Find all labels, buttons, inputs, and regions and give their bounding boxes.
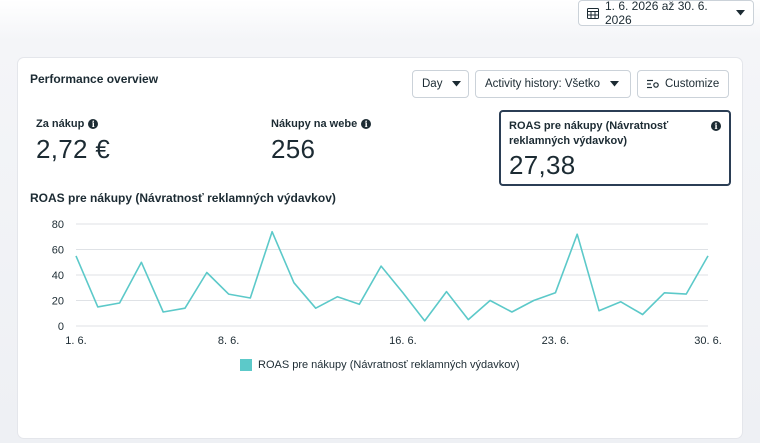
- chart-legend[interactable]: ROAS pre nákupy (Návratnosť reklamných v…: [240, 359, 520, 371]
- activity-history-dropdown[interactable]: Activity history: Všetko: [475, 70, 631, 98]
- data-point: [184, 307, 186, 309]
- data-point: [315, 307, 317, 309]
- granularity-dropdown[interactable]: Day: [412, 70, 469, 98]
- metric-label-wrap: Nákupy na webe i: [271, 118, 471, 130]
- customize-settings-icon: [647, 79, 659, 89]
- data-point: [576, 233, 578, 235]
- data-point: [685, 293, 687, 295]
- x-tick-label: 16. 6.: [389, 335, 417, 347]
- series-line: [75, 230, 709, 322]
- legend-swatch: [240, 359, 252, 371]
- data-point: [118, 302, 120, 304]
- chart-title: ROAS pre nákupy (Návratnosť reklamných v…: [30, 191, 336, 205]
- metric-label: Za nákup: [36, 118, 85, 130]
- data-point: [423, 320, 425, 322]
- metric-label-wrap: Za nákup i: [36, 118, 236, 130]
- data-point: [641, 313, 643, 315]
- data-point: [663, 292, 665, 294]
- customize-button[interactable]: Customize: [637, 70, 729, 98]
- date-range-label: 1. 6. 2026 až 30. 6. 2026: [605, 0, 708, 27]
- data-point: [554, 292, 556, 294]
- data-point: [445, 290, 447, 292]
- metric-label: Nákupy na webe: [271, 118, 358, 130]
- data-point: [227, 293, 229, 295]
- data-point: [358, 303, 360, 305]
- performance-overview-panel: Performance overview Day Activity histor…: [18, 58, 742, 438]
- data-point: [511, 311, 513, 313]
- chevron-down-icon: [610, 81, 620, 87]
- metric-value: 27,38: [509, 150, 576, 180]
- metric-za-nakup[interactable]: Za nákup i 2,72 €: [36, 118, 236, 165]
- chevron-down-icon: [736, 10, 745, 16]
- metric-value: 256: [271, 134, 316, 164]
- panel-title: Performance overview: [30, 72, 159, 86]
- y-tick-label: 40: [52, 270, 64, 282]
- data-point: [598, 310, 600, 312]
- metric-roas-selected[interactable]: ROAS pre nákupy (Návratnosť reklamných v…: [499, 110, 731, 186]
- data-point: [532, 299, 534, 301]
- roas-line-chart: 0 20 40 60 80 1. 6. 8. 6. 16. 6. 23. 6. 30. 6.: [52, 219, 722, 347]
- data-point: [293, 281, 295, 283]
- x-tick-label: 23. 6.: [542, 335, 570, 347]
- customize-label: Customize: [665, 78, 720, 90]
- date-range-picker[interactable]: 1. 6. 2026 až 30. 6. 2026: [578, 0, 754, 27]
- data-point: [75, 255, 77, 257]
- data-point: [467, 318, 469, 320]
- info-icon[interactable]: i: [711, 121, 721, 131]
- data-point: [249, 297, 251, 299]
- data-point: [380, 265, 382, 267]
- activity-history-label: Activity history: Všetko: [485, 78, 601, 90]
- metric-nakupy-na-webe[interactable]: Nákupy na webe i 256: [271, 118, 471, 165]
- y-tick-label: 80: [52, 219, 64, 231]
- data-point: [707, 255, 709, 257]
- data-point: [402, 292, 404, 294]
- y-tick-label: 0: [58, 321, 64, 333]
- data-point: [206, 271, 208, 273]
- granularity-label: Day: [422, 78, 443, 90]
- data-point: [162, 311, 164, 313]
- metric-label: ROAS pre nákupy (Návratnosť reklamných v…: [509, 120, 669, 147]
- info-icon[interactable]: i: [88, 119, 99, 129]
- data-point: [336, 295, 338, 297]
- data-point: [97, 306, 99, 308]
- metric-value: 2,72 €: [36, 134, 111, 164]
- calendar-icon: [587, 7, 599, 19]
- data-point: [140, 261, 142, 263]
- metric-label-wrap: ROAS pre nákupy (Návratnosť reklamných v…: [509, 119, 721, 149]
- legend-label: ROAS pre nákupy (Návratnosť reklamných v…: [258, 359, 520, 371]
- x-tick-label: 30. 6.: [694, 335, 722, 347]
- y-tick-label: 60: [52, 245, 64, 257]
- data-point: [620, 301, 622, 303]
- y-tick-label: 20: [52, 296, 64, 308]
- data-point: [489, 299, 491, 301]
- info-icon[interactable]: i: [361, 119, 372, 129]
- x-tick-label: 1. 6.: [65, 335, 86, 347]
- x-tick-label: 8. 6.: [218, 335, 239, 347]
- data-point: [271, 230, 273, 232]
- chevron-down-icon: [452, 81, 462, 87]
